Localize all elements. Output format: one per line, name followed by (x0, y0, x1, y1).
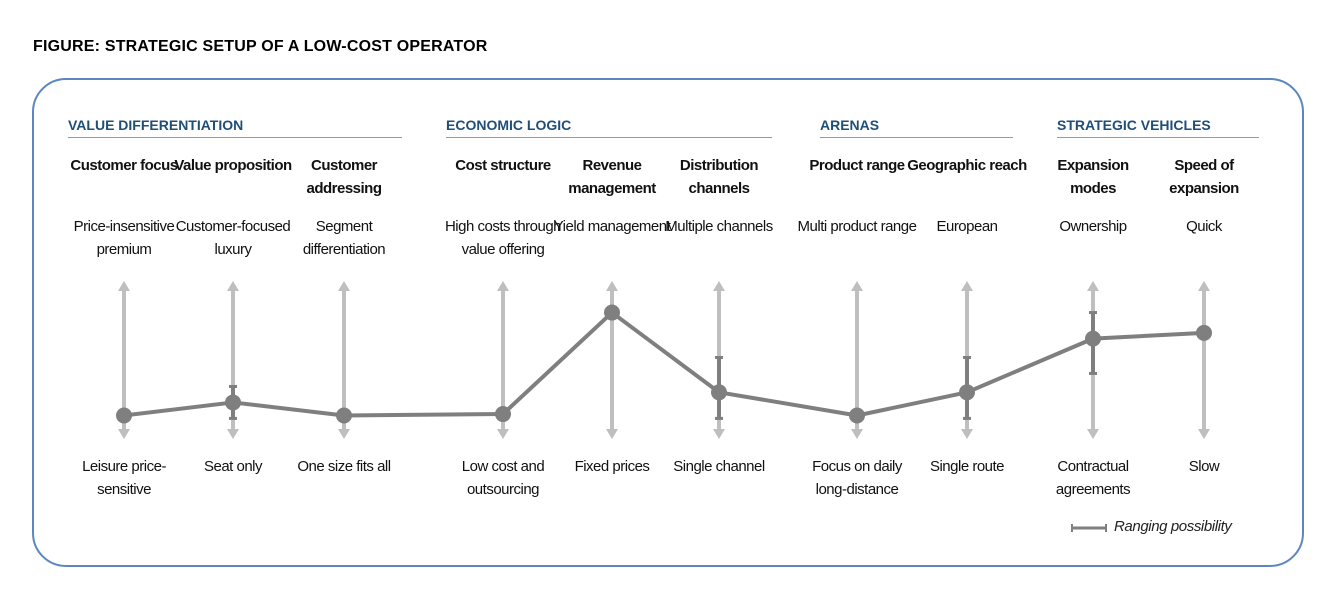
top-pole-label: Price-insensitive premium (73, 218, 175, 258)
top-pole-label: Ownership (1059, 218, 1127, 235)
bottom-pole-label: Single channel (673, 458, 765, 475)
arrow-up-icon (1087, 281, 1099, 291)
profile-point (849, 407, 865, 424)
arrow-down-icon (1198, 429, 1210, 439)
profile-point (959, 384, 975, 401)
column-header: Geographic reach (907, 157, 1027, 174)
arrow-up-icon (1198, 281, 1210, 291)
arrow-up-icon (961, 281, 973, 291)
bottom-pole-label: Low cost and outsourcing (461, 458, 545, 498)
profile-point (336, 407, 352, 424)
profile-line (123, 310, 1205, 418)
bottom-pole-label: Seat only (203, 458, 263, 475)
column-header: Customer focus (70, 157, 178, 174)
arrow-down-icon (851, 429, 863, 439)
group-strategic-vehicles: STRATEGIC VEHICLES (1057, 117, 1259, 138)
column-header: Customer addressing (306, 157, 382, 197)
bottom-pole-label: Slow (1188, 458, 1220, 475)
group-economic-logic: ECONOMIC LOGIC (446, 117, 772, 138)
top-pole-label: European (936, 218, 998, 235)
arrow-down-icon (227, 429, 239, 439)
column-header: Cost structure (455, 157, 551, 174)
profile-point (604, 304, 620, 321)
column-header: Revenue management (568, 157, 656, 197)
bottom-pole-label: Contractual agreements (1055, 458, 1131, 498)
top-pole-label: High costs through value offering (444, 218, 562, 258)
arrow-up-icon (338, 281, 350, 291)
top-pole-label: Quick (1186, 218, 1222, 235)
arrow-up-icon (227, 281, 239, 291)
bottom-pole-label: One size fits all (297, 458, 391, 475)
arrow-up-icon (713, 281, 725, 291)
arrow-up-icon (851, 281, 863, 291)
profile-point (1196, 324, 1212, 341)
top-pole-label: Customer-focused luxury (175, 218, 291, 258)
column-header: Expansion modes (1057, 157, 1129, 197)
column-header: Distribution channels (679, 157, 759, 197)
group-arenas: ARENAS (820, 117, 1013, 138)
arrow-down-icon (961, 429, 973, 439)
arrow-up-icon (497, 281, 509, 291)
diagram-frame (32, 78, 1304, 567)
top-pole-label: Multiple channels (665, 218, 773, 235)
column-header: Product range (809, 157, 905, 174)
legend-label: Ranging possibility (1114, 518, 1232, 535)
arrow-down-icon (497, 429, 509, 439)
profile-point (116, 407, 132, 424)
arrow-down-icon (606, 429, 618, 439)
group-value-differentiation: VALUE DIFFERENTIATION (68, 117, 402, 138)
figure-title: FIGURE: STRATEGIC SETUP OF A LOW-COST OP… (33, 38, 488, 55)
profile-point (711, 384, 727, 401)
bottom-pole-label: Focus on daily long-distance (812, 458, 902, 498)
top-pole-label: Yield management (553, 218, 671, 235)
profile-point (1085, 330, 1101, 347)
profile-point (495, 406, 511, 423)
arrow-up-icon (606, 281, 618, 291)
profile-point (225, 394, 241, 411)
bottom-pole-label: Leisure price-sensitive (82, 458, 166, 498)
top-pole-label: Multi product range (797, 218, 917, 235)
arrow-down-icon (713, 429, 725, 439)
bottom-pole-label: Single route (929, 458, 1005, 475)
arrow-up-icon (118, 281, 130, 291)
bottom-pole-label: Fixed prices (574, 458, 650, 475)
arrow-down-icon (1087, 429, 1099, 439)
column-header: Speed of expansion (1169, 157, 1239, 197)
arrow-down-icon (118, 429, 130, 439)
arrow-down-icon (338, 429, 350, 439)
column-header: Value proposition (174, 157, 292, 174)
top-pole-label: Segment differentiation (302, 218, 386, 258)
